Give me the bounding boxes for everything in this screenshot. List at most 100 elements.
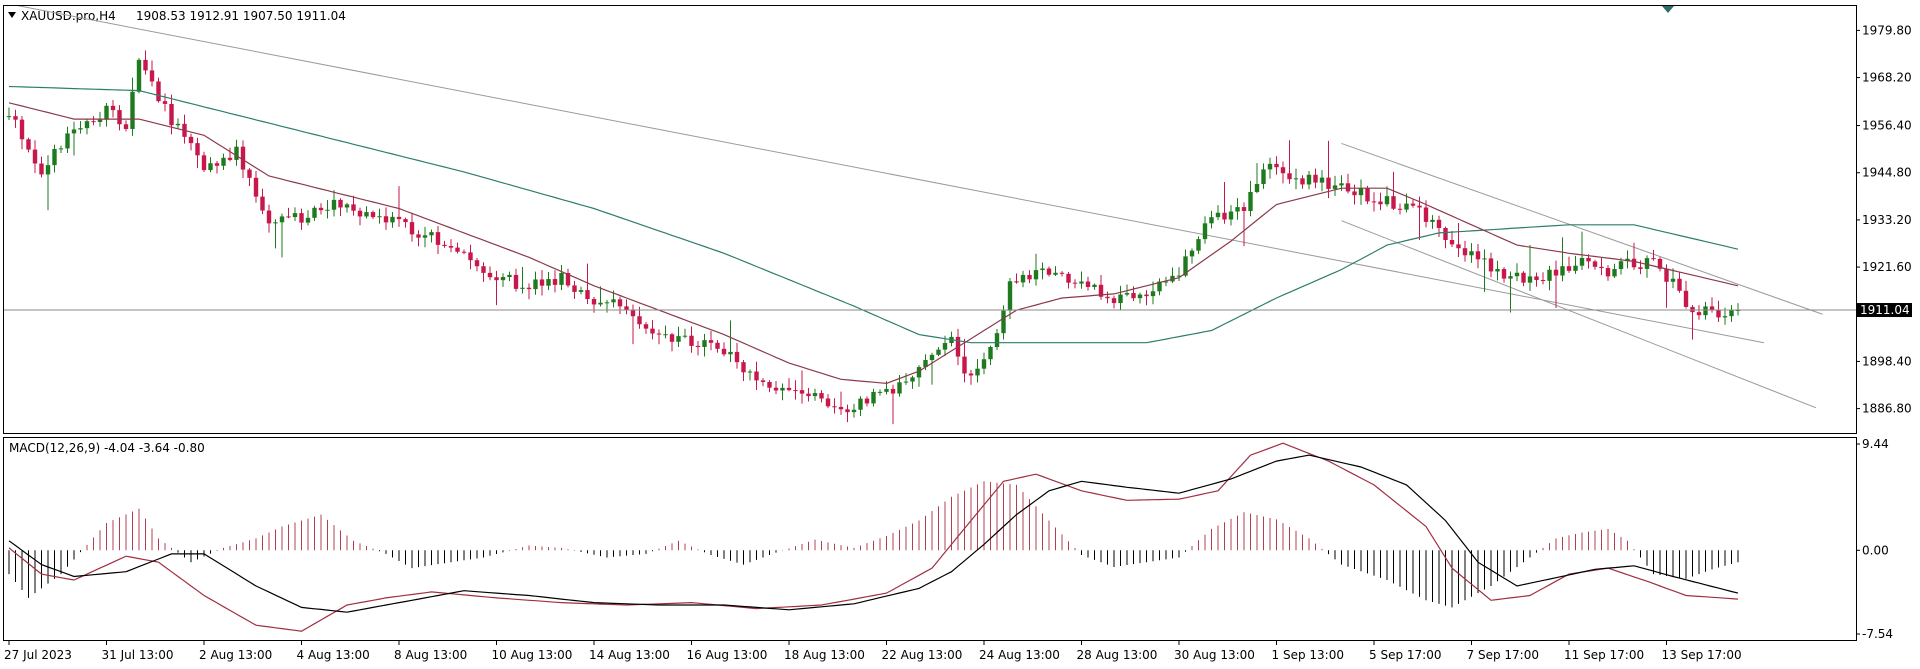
candle-body-bull: [1404, 203, 1409, 210]
candle-body-bear: [1521, 272, 1526, 283]
candle-body-bear: [1586, 257, 1591, 262]
candle-body-bear: [474, 260, 480, 267]
macd-axis: 9.44 0.00 -7.54: [1856, 437, 1893, 641]
candle-body-bear: [1436, 219, 1442, 228]
candle-body-bear: [403, 219, 408, 223]
candle-body-bull: [1053, 272, 1058, 275]
candle-body-bear: [689, 335, 694, 346]
macd-tick-label: 0.00: [1862, 543, 1889, 557]
candle-body-bear: [39, 163, 44, 175]
candle-body-bear: [338, 199, 343, 208]
candle-body-bear: [299, 213, 304, 223]
candle-body-bear: [1540, 279, 1546, 281]
candle-body-bull: [175, 123, 181, 126]
candle-body-bear: [91, 121, 96, 123]
candle-body-bull: [728, 351, 733, 355]
candle-body-bear: [1287, 173, 1292, 180]
candle-body-bull: [1020, 274, 1026, 283]
candle-body-bear: [617, 299, 623, 307]
time-tick-label: 8 Aug 13:00: [394, 648, 467, 662]
candle-body-bull: [1007, 281, 1013, 311]
candle-body-bear: [169, 103, 174, 126]
trendline: [1341, 142, 1823, 315]
candle-body-bull: [500, 277, 506, 281]
candle-body-bull: [377, 216, 382, 218]
chart-shift-marker[interactable]: [1662, 6, 1674, 13]
candle-body-bear: [773, 387, 779, 391]
candle-body-bear: [890, 388, 896, 394]
candle-body-bull: [1183, 256, 1188, 276]
candle-body-bear: [442, 244, 447, 246]
candle-body-bull: [663, 334, 668, 336]
macd-indicator-label: MACD(12,26,9) -4.04 -3.64 -0.80: [9, 441, 205, 455]
candle-body-bull: [422, 235, 428, 238]
candle-body-bull: [604, 302, 610, 304]
last-price-label: 1911.04: [1860, 303, 1910, 317]
candle-body-bear: [1631, 258, 1637, 268]
candle-body-bear: [585, 290, 590, 300]
candle-body-bull: [1384, 196, 1390, 205]
candle-body-bear: [708, 340, 714, 343]
candle-body-bull: [1358, 188, 1364, 196]
candle-body-bear: [318, 207, 324, 211]
candle-body-bull: [130, 91, 135, 129]
candle-body-bear: [1501, 268, 1507, 279]
candle-body-bear: [1534, 276, 1539, 280]
candle-body-bear: [1449, 240, 1455, 245]
candle-body-bull: [45, 165, 51, 175]
candle-body-bull: [1495, 268, 1500, 272]
candle-body-bear: [1566, 266, 1572, 271]
candle-body-bear: [1378, 201, 1383, 205]
candle-body-bull: [104, 105, 109, 120]
candle-body-bear: [455, 247, 460, 252]
candle-body-bear: [806, 393, 811, 397]
candle-body-bear: [266, 210, 272, 224]
candle-body-bear: [565, 272, 571, 286]
candle-body-bull: [1319, 177, 1325, 183]
candle-body-bear: [1657, 258, 1663, 269]
candle-body-bull: [1150, 291, 1156, 297]
candle-body-bear: [1274, 163, 1279, 168]
candle-body-bull: [325, 209, 330, 211]
candle-body-bear: [1066, 273, 1071, 283]
dropdown-triangle-icon[interactable]: [8, 12, 16, 18]
candle-body-bear: [721, 348, 727, 355]
candle-body-bear: [1105, 296, 1110, 299]
time-tick-label: 2 Aug 13:00: [199, 648, 272, 662]
candle-body-bear: [1696, 312, 1702, 316]
candle-body-bear: [32, 149, 38, 164]
candle-body-bear: [1313, 174, 1318, 183]
candle-body-bear: [825, 398, 831, 407]
candle-body-bear: [1683, 290, 1689, 307]
candle-body-bear: [1280, 167, 1286, 174]
candle-body-bear: [227, 157, 233, 160]
time-tick-label: 5 Sep 17:00: [1369, 648, 1441, 662]
candle-body-bear: [630, 310, 636, 317]
candle-body-bear: [260, 196, 265, 211]
candle-body-bull: [1118, 294, 1123, 304]
moving-averages: [8, 85, 1739, 385]
candle-body-bear: [1391, 196, 1396, 209]
candle-body-bull: [747, 371, 753, 373]
candle-body-bull: [1228, 211, 1234, 220]
candle-body-bear: [214, 163, 220, 166]
candle-body-bear: [435, 232, 441, 245]
candle-body-bull: [1189, 250, 1195, 257]
candle-body-bear: [838, 406, 844, 410]
candle-body-bear: [1462, 248, 1468, 256]
candle-body-bull: [1137, 294, 1143, 299]
candle-body-bull: [598, 302, 603, 305]
candle-body-bull: [1339, 183, 1344, 186]
candle-body-bull: [975, 368, 980, 376]
candle-body-bull: [533, 279, 538, 290]
candle-body-bull: [221, 157, 226, 166]
candle-body-bear: [1410, 203, 1416, 206]
candle-body-bull: [1547, 269, 1552, 281]
candle-body-bear: [1651, 258, 1656, 260]
candle-body-bear: [539, 279, 545, 286]
candle-body-bear: [1059, 272, 1065, 274]
candle-body-bull: [988, 346, 993, 360]
candle-body-bull: [1248, 191, 1253, 211]
candle-body-bull: [1092, 284, 1097, 287]
